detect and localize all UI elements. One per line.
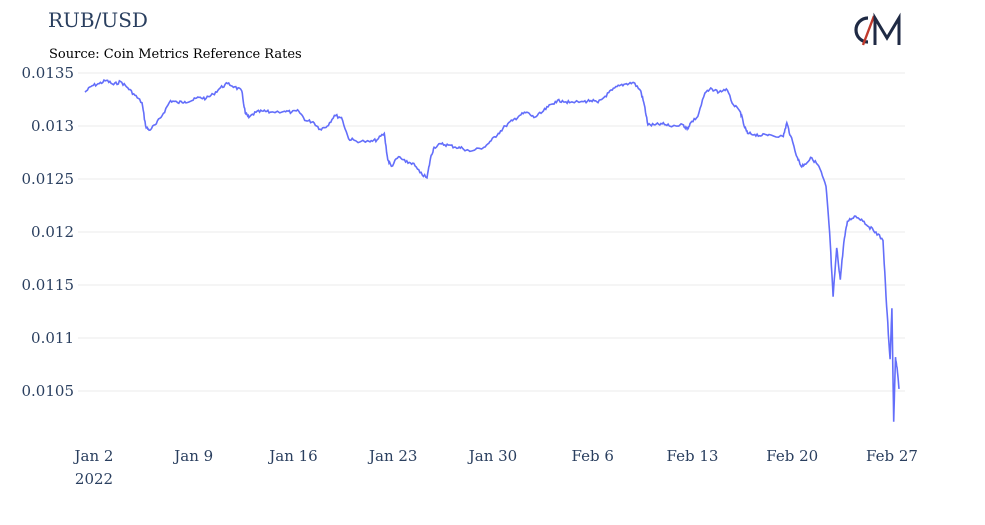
x-tick-label: Feb 6: [572, 447, 614, 465]
y-tick-label: 0.0105: [22, 382, 75, 400]
y-tick-label: 0.013: [31, 117, 74, 135]
x-tick-label: Jan 16: [267, 447, 317, 465]
coin-metrics-logo: [848, 12, 906, 52]
y-axis-ticks: 0.0135 0.013 0.0125 0.012 0.0115 0.011 0.0105: [22, 64, 75, 400]
x-tick-label: Feb 13: [667, 447, 719, 465]
chart-subtitle: Source: Coin Metrics Reference Rates: [49, 47, 302, 62]
grid-lines: [78, 72, 905, 392]
y-tick-label: 0.0125: [22, 170, 75, 188]
x-tick-label: Jan 23: [367, 447, 417, 465]
x-tick-label: Jan 9: [172, 447, 213, 465]
y-tick-label: 0.0115: [22, 276, 75, 294]
x-axis-ticks: Jan 2 2022 Jan 9 Jan 16 Jan 23 Jan 30 Feb 6 Feb…: [73, 447, 918, 488]
x-tick-label: Jan 2: [73, 447, 114, 465]
x-tick-year-label: 2022: [75, 470, 113, 488]
y-tick-label: 0.012: [31, 223, 74, 241]
series-line: [84, 78, 900, 422]
x-tick-label: Feb 20: [766, 447, 818, 465]
x-tick-label: Feb 27: [866, 447, 918, 465]
y-tick-label: 0.0135: [22, 64, 75, 82]
chart-title: RUB/USD: [48, 8, 148, 32]
x-tick-label: Jan 30: [467, 447, 517, 465]
y-tick-label: 0.011: [31, 329, 74, 347]
